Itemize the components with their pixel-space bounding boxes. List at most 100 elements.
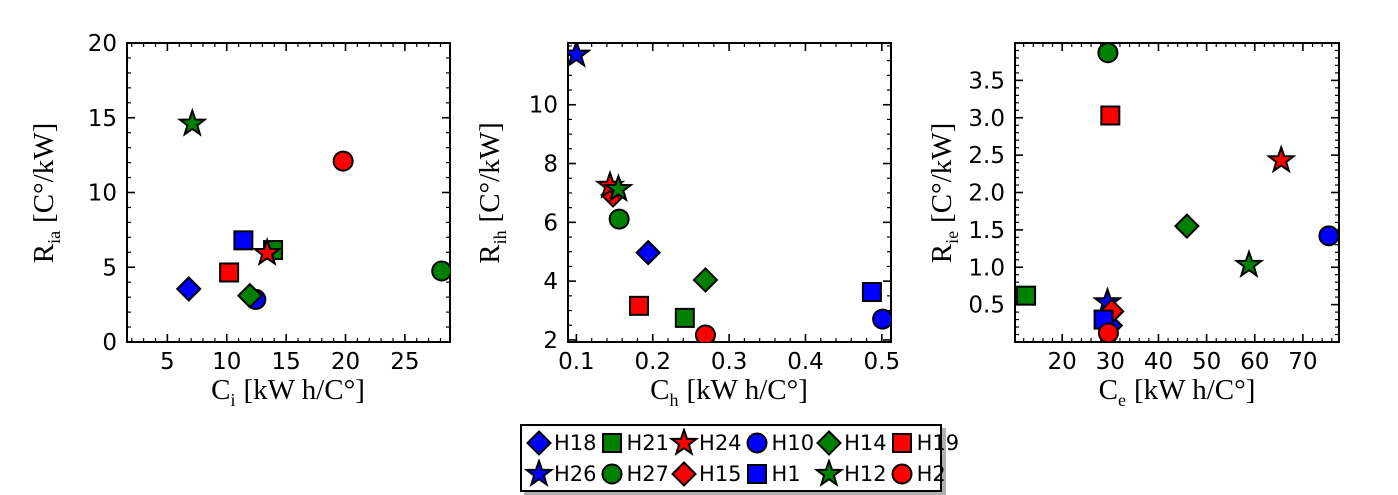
point-H1-plot1 xyxy=(861,282,882,303)
y-axis-label-base: R xyxy=(474,243,506,264)
point-H26-plot1 xyxy=(568,43,592,68)
point-H14-plot0 xyxy=(236,282,263,309)
y-tick-label: 2.0 xyxy=(968,181,1005,207)
y-tick-label: 6 xyxy=(543,210,558,236)
legend-marker-H1 xyxy=(746,463,767,484)
y-tick-label: 4 xyxy=(543,269,558,295)
y-tick-label: 1.0 xyxy=(968,255,1005,281)
y-tick-label: 20 xyxy=(88,31,117,57)
legend-label: H14 xyxy=(844,430,887,455)
circle-marker-icon xyxy=(891,463,913,484)
square-marker-icon xyxy=(891,432,912,453)
plot-frame-2 xyxy=(1014,42,1340,343)
point-H19-plot0 xyxy=(219,262,240,283)
y-tick-label: 3.5 xyxy=(968,68,1005,94)
x-tick-label: 0.2 xyxy=(634,349,671,375)
point-H14-plot2 xyxy=(1173,213,1200,240)
point-H24-plot0 xyxy=(251,237,283,267)
y-axis-label-sub: ie xyxy=(941,230,962,244)
point-H27-plot1 xyxy=(608,208,630,230)
legend-label: H24 xyxy=(699,430,742,455)
legend-item-H27: H27 xyxy=(597,458,669,489)
y-tick-label: 0 xyxy=(102,330,117,356)
x-tick-label: 0.5 xyxy=(864,349,901,375)
point-H27-plot2 xyxy=(1097,43,1119,64)
legend-item-H10: H10 xyxy=(742,427,815,458)
y-tick-label: 1.5 xyxy=(968,218,1005,244)
x-tick-label: 0.3 xyxy=(711,349,748,375)
legend-item-H24: H24 xyxy=(669,427,742,458)
x-tick-label: 10 xyxy=(212,349,241,375)
legend-item-H26: H26 xyxy=(524,458,597,489)
legend-item-H18: H18 xyxy=(524,427,597,458)
point-H1-plot0 xyxy=(233,230,254,251)
plot-frame-0 xyxy=(126,42,451,343)
point-H24-plot2 xyxy=(1265,144,1297,174)
star-marker-icon xyxy=(814,458,845,487)
x-axis-label-unit: [kW h/C°] xyxy=(1133,374,1256,406)
point-H2-plot1 xyxy=(694,324,716,342)
point-H10-plot2 xyxy=(1318,225,1339,247)
point-H19-plot1 xyxy=(629,295,650,316)
legend-label: H18 xyxy=(554,430,597,455)
legend-item-H12: H12 xyxy=(814,458,887,489)
point-H21-plot1 xyxy=(674,307,695,328)
point-H21-plot2 xyxy=(1016,285,1037,306)
point-H12-plot1 xyxy=(603,173,634,203)
point-H12-plot2 xyxy=(1233,248,1265,278)
x-tick-label: 30 xyxy=(1096,349,1125,375)
y-axis-label-rie: Rie [C°/kW] xyxy=(924,23,962,363)
point-H18-plot0 xyxy=(175,276,202,302)
x-axis-label-ce: Ce [kW h/C°] xyxy=(997,372,1357,410)
legend-item-H14: H14 xyxy=(814,427,887,458)
legend-item-H15: H15 xyxy=(669,458,742,489)
y-tick-label: 15 xyxy=(88,106,117,132)
data-points-0 xyxy=(175,107,450,310)
legend-marker-H24 xyxy=(669,427,700,456)
x-tick-label: 5 xyxy=(160,349,175,375)
x-axis-label-base: C xyxy=(650,374,670,406)
y-tick-label: 0.5 xyxy=(968,293,1005,319)
y-tick-label: 2.5 xyxy=(968,143,1005,169)
y-axis-label-base: R xyxy=(926,243,958,263)
square-marker-icon xyxy=(601,432,622,453)
legend-marker-H12 xyxy=(814,458,845,487)
point-H18-plot1 xyxy=(635,239,662,266)
x-axis-label-ch: Ch [kW h/C°] xyxy=(549,372,909,410)
x-tick-label: 50 xyxy=(1192,349,1221,375)
legend-label: H10 xyxy=(771,430,815,455)
legend-marker-H14 xyxy=(816,429,842,456)
legend-label: H12 xyxy=(844,461,887,486)
point-H14-plot1 xyxy=(692,267,719,293)
x-axis-label-sub: h xyxy=(669,389,679,410)
point-H12-plot0 xyxy=(177,107,208,137)
y-tick-label: 8 xyxy=(543,152,558,178)
x-tick-label: 15 xyxy=(271,349,300,375)
legend-item-H2: H2 xyxy=(887,458,960,489)
y-axis-label-base: R xyxy=(28,243,60,263)
tick-labels-2: 20 30 40 50 60 70 0.5 1.0 1.5 2.0 2.5 3.0 3.5 xyxy=(968,68,1317,375)
legend-item-H1: H1 xyxy=(742,458,815,489)
x-axis-label-sub: e xyxy=(1117,389,1126,410)
point-H27-plot0 xyxy=(431,260,450,282)
y-axis-label-rih: Rih [C°/kW] xyxy=(472,23,510,363)
star-marker-icon xyxy=(524,458,554,487)
x-axis-label-unit: [kW h/C°] xyxy=(243,374,365,406)
legend-label: H15 xyxy=(699,461,742,486)
legend-marker-H27 xyxy=(601,463,623,484)
y-axis-label-unit: [C°/kW] xyxy=(926,122,958,223)
point-H2-plot0 xyxy=(332,150,354,172)
y-tick-label: 10 xyxy=(529,93,558,119)
point-H2-plot2 xyxy=(1097,322,1119,342)
x-axis-label-ci: Ci [kW h/C°] xyxy=(108,372,468,409)
tick-marks-0 xyxy=(127,42,450,343)
y-tick-label: 5 xyxy=(102,255,117,281)
tick-marks-2 xyxy=(1015,42,1339,343)
x-tick-label: 40 xyxy=(1144,349,1173,375)
y-axis-label-unit: [C°/kW] xyxy=(28,122,60,223)
legend-label: H19 xyxy=(916,430,960,455)
point-H10-plot1 xyxy=(872,308,891,330)
legend-marker-H15 xyxy=(671,460,697,487)
point-H19-plot2 xyxy=(1100,105,1121,126)
x-tick-label: 70 xyxy=(1288,349,1317,375)
